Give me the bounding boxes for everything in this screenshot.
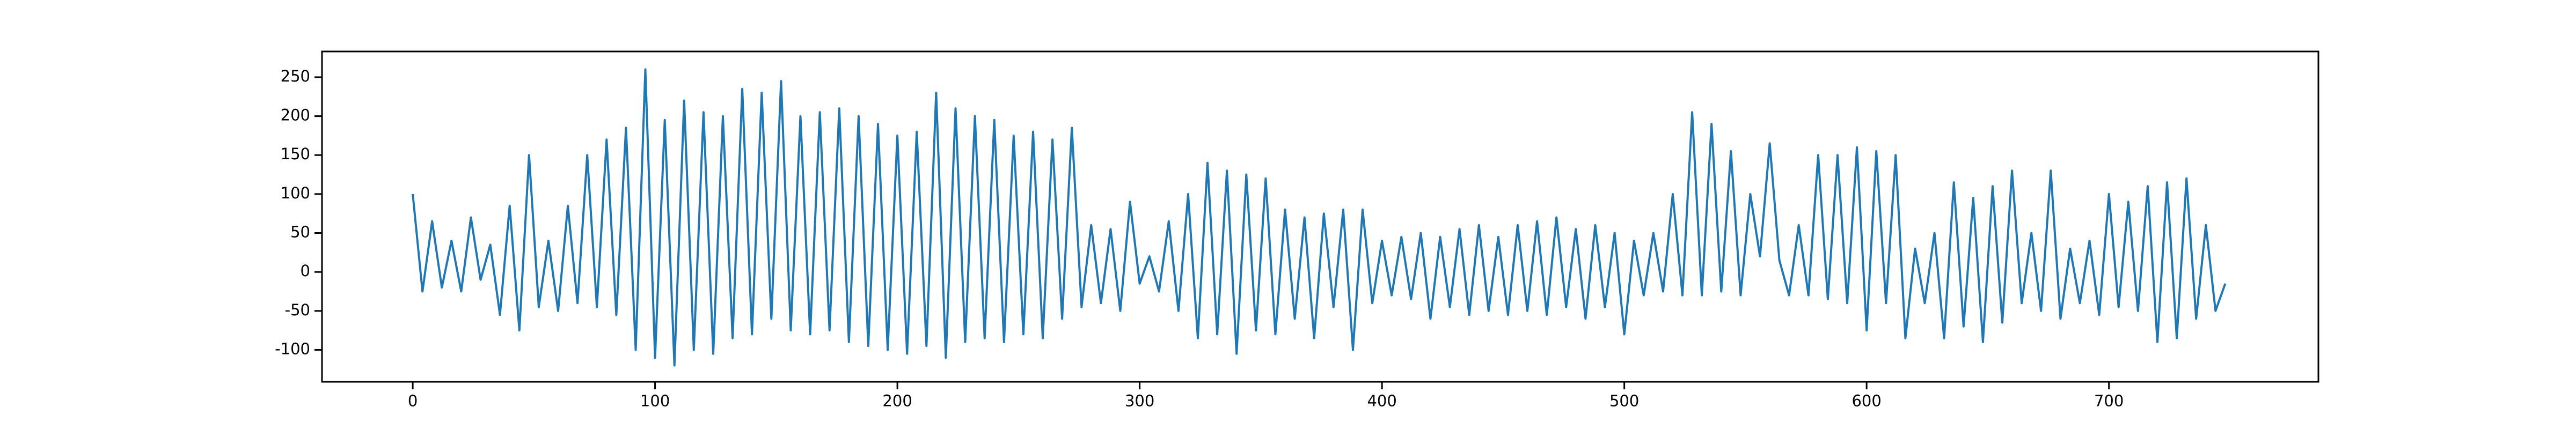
x-tick-label: 300 — [1125, 392, 1154, 410]
y-tick-label: 250 — [281, 67, 310, 85]
data-line — [412, 68, 2227, 367]
y-tick-label: 50 — [290, 223, 310, 241]
x-tick-label: 600 — [1851, 392, 1881, 410]
y-tick-label: -50 — [285, 301, 310, 319]
y-tick-label: -100 — [275, 339, 310, 358]
y-tick-label: 150 — [281, 145, 310, 163]
axes-frame — [321, 50, 2319, 383]
y-tick-label: 200 — [281, 106, 310, 124]
x-tick-label: 200 — [882, 392, 912, 410]
x-tick-label: 700 — [2094, 392, 2124, 410]
x-tick-label: 400 — [1367, 392, 1396, 410]
x-tick-label: 0 — [408, 392, 418, 410]
y-tick-label: 100 — [281, 184, 310, 202]
x-tick-label: 100 — [640, 392, 670, 410]
y-tick-label: 0 — [301, 262, 310, 280]
x-tick-label: 500 — [1609, 392, 1639, 410]
